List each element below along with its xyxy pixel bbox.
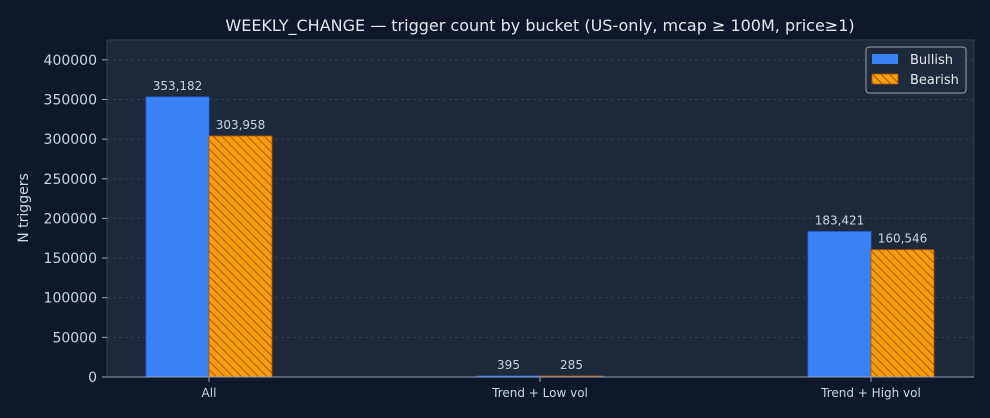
- y-axis-label: N triggers: [16, 173, 32, 243]
- legend-swatch-bearish: [871, 73, 899, 85]
- y-tick-label: 300000: [44, 132, 97, 148]
- y-tick-label: 250000: [44, 172, 97, 188]
- data-label: 160,546: [878, 232, 928, 246]
- bar-bearish: [208, 135, 273, 378]
- bar-bullish: [145, 96, 210, 378]
- legend-label-bearish: Bearish: [910, 73, 959, 88]
- y-tick-label: 200000: [44, 211, 97, 227]
- y-axis: 0 50000 100000 150000 200000 250000 300000 3500…: [44, 53, 107, 386]
- y-tick-label: 0: [88, 370, 97, 386]
- x-tick-label: All: [202, 386, 217, 400]
- x-tick-label: Trend + Low vol: [491, 386, 588, 400]
- data-label: 303,958: [216, 118, 266, 132]
- data-labels: 353,182303,958395285183,421160,546509477…: [153, 79, 928, 372]
- bar-bullish: [807, 231, 872, 378]
- legend: Bullish Bearish: [865, 46, 967, 94]
- y-tick-label: 400000: [44, 53, 97, 69]
- data-label: 285: [560, 358, 583, 372]
- data-label: 183,421: [815, 214, 865, 228]
- y-tick-label: 150000: [44, 251, 97, 267]
- legend-label-bullish: Bullish: [910, 53, 953, 68]
- chart-title: WEEKLY_CHANGE — trigger count by bucket …: [225, 16, 854, 36]
- bar-bearish: [870, 249, 935, 378]
- y-tick-label: 100000: [44, 291, 97, 307]
- legend-swatch-bullish: [872, 54, 898, 64]
- y-tick-label: 50000: [52, 330, 97, 346]
- x-tick-label: Trend + High vol: [820, 386, 921, 400]
- data-label: 353,182: [153, 79, 203, 93]
- y-tick-label: 350000: [44, 92, 97, 108]
- data-label: 395: [497, 358, 520, 372]
